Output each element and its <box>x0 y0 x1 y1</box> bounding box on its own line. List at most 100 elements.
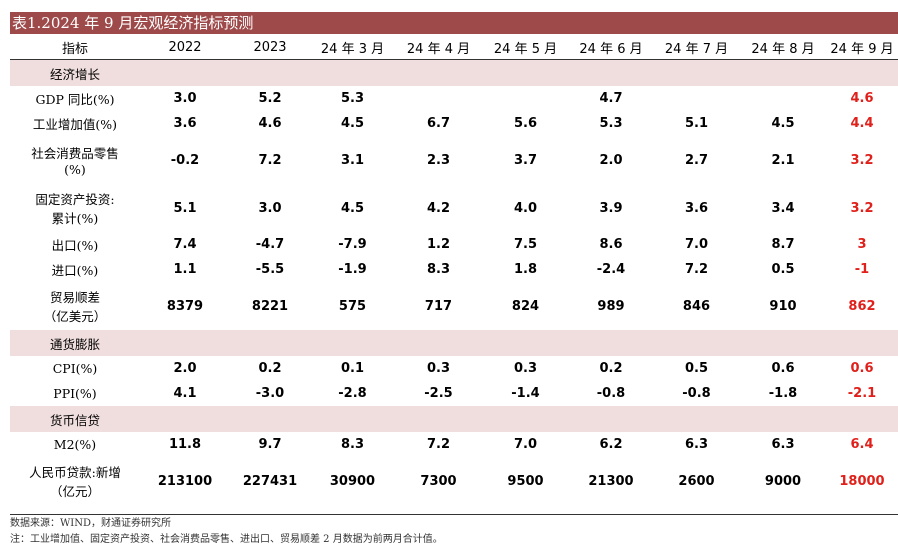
row-label: 人民币贷款:新增 （亿元） <box>10 457 140 505</box>
section-fill-cell <box>310 406 395 432</box>
table-row: 社会消费品零售 (%) -0.2 7.2 3.1 2.3 3.7 2.0 2.7 2.1 3.2 <box>10 136 898 184</box>
value-cell: 5.3 <box>599 116 623 131</box>
section-fill-cell <box>310 330 395 356</box>
value-cell: 2.1 <box>771 152 795 168</box>
column-header-indicator: 指标 <box>61 42 88 57</box>
value-cell: 6.7 <box>426 116 451 131</box>
forecast-cell: 18000 <box>839 473 885 489</box>
value-cell: 910 <box>769 298 797 314</box>
value-cell: 2.7 <box>684 152 709 168</box>
value-cell: 3.0 <box>258 200 282 216</box>
value-cell: 3.0 <box>173 91 197 106</box>
value-cell: 30900 <box>329 473 376 489</box>
value-cell: 3.7 <box>513 152 538 168</box>
value-cell: -5.5 <box>255 262 285 277</box>
row-label-line: 社会消费品零售 <box>31 146 119 161</box>
value-cell: 4.1 <box>173 386 197 401</box>
value-cell: 5.6 <box>513 116 538 131</box>
value-cell: 0.5 <box>771 262 795 277</box>
section-fill-cell <box>826 330 898 356</box>
column-header: 24 年 4 月 <box>406 42 471 57</box>
value-cell: 0.3 <box>426 361 451 376</box>
value-cell: 7.2 <box>258 152 282 168</box>
value-cell: -1.8 <box>768 386 798 401</box>
section-fill-cell <box>230 406 310 432</box>
forecast-cell: 3 <box>857 237 867 252</box>
row-label-line: （亿美元） <box>43 309 107 324</box>
value-cell: 0.2 <box>599 361 623 376</box>
value-cell: 21300 <box>588 473 634 489</box>
row-label-line: M2(%) <box>53 437 97 452</box>
row-label-line: 人民币贷款:新增 <box>29 465 121 480</box>
value-cell: 5.1 <box>684 116 709 131</box>
row-label-line: GDP 同比(%) <box>35 92 115 107</box>
value-cell: 5.3 <box>340 91 365 106</box>
row-label-line: (%) <box>64 162 86 177</box>
value-cell: 575 <box>338 298 367 314</box>
row-label-line: 贸易顺差 <box>49 290 100 305</box>
section-row: 经济增长 <box>10 59 898 86</box>
section-fill-cell <box>740 406 826 432</box>
row-label: 进口(%) <box>10 257 140 282</box>
row-label: 贸易顺差 （亿美元） <box>10 282 140 330</box>
value-cell: 0.1 <box>340 361 365 376</box>
section-fill-cell <box>395 406 482 432</box>
column-header: 24 年 3 月 <box>320 42 385 57</box>
forecast-cell: -1 <box>854 262 870 277</box>
value-cell: 7.0 <box>513 437 538 452</box>
value-cell: -2.5 <box>424 386 453 401</box>
value-cell: -2.8 <box>338 386 367 401</box>
value-cell: 5.1 <box>173 200 197 216</box>
value-cell: 5.2 <box>258 91 282 106</box>
value-cell: 0.2 <box>258 361 282 376</box>
column-header: 24 年 8 月 <box>751 42 815 57</box>
value-cell: 3.6 <box>684 200 709 216</box>
value-cell: 6.3 <box>771 437 795 452</box>
value-cell: 8.7 <box>771 237 795 252</box>
value-cell: -0.8 <box>596 386 626 401</box>
row-label-line: PPI(%) <box>53 386 97 401</box>
column-header: 2023 <box>253 40 287 55</box>
value-cell: 11.8 <box>168 437 202 452</box>
section-title: 货币信贷 <box>10 406 140 432</box>
value-cell: 8.3 <box>426 262 451 277</box>
value-cell: 8379 <box>166 298 204 314</box>
column-header: 24 年 6 月 <box>579 42 643 57</box>
forecast-cell: 6.4 <box>850 437 874 452</box>
table-row: 固定资产投资: 累计(%) 5.1 3.0 4.5 4.2 4.0 3.9 3.6 3.4 3.2 <box>10 184 898 232</box>
value-cell: -1.4 <box>511 386 540 401</box>
table-notes: 数据来源：WIND，财通证券研究所 注：工业增加值、固定资产投资、社会消费品零售… <box>10 514 898 548</box>
value-cell: 4.5 <box>340 200 365 216</box>
forecast-cell: 4.6 <box>850 91 874 106</box>
forecast-cell: 3.2 <box>850 200 874 216</box>
row-label-line: 出口(%) <box>51 238 99 253</box>
value-cell: 213100 <box>157 473 213 489</box>
value-cell: 3.6 <box>173 116 197 131</box>
value-cell: 9.7 <box>258 437 282 452</box>
row-label: PPI(%) <box>10 381 140 406</box>
value-cell: 717 <box>424 298 453 314</box>
section-fill-cell <box>395 330 482 356</box>
section-fill-cell <box>653 59 740 86</box>
value-cell <box>482 86 569 111</box>
value-cell: 3.1 <box>340 152 365 168</box>
section-fill-cell <box>482 406 569 432</box>
forecast-cell: -2.1 <box>847 386 877 401</box>
row-label: 社会消费品零售 (%) <box>10 136 140 184</box>
row-label: M2(%) <box>10 432 140 457</box>
row-label: GDP 同比(%) <box>10 86 140 111</box>
column-header: 24 年 9 月 <box>830 42 894 57</box>
value-cell <box>395 86 482 111</box>
row-label-line: 工业增加值(%) <box>32 117 118 132</box>
value-cell: -0.2 <box>170 152 200 168</box>
section-fill-cell <box>826 59 898 86</box>
value-cell: 227431 <box>242 473 298 489</box>
section-fill-cell <box>569 330 653 356</box>
value-cell: 4.6 <box>258 116 282 131</box>
value-cell: 7300 <box>420 473 457 489</box>
section-fill-cell <box>653 406 740 432</box>
value-cell: 3.9 <box>599 200 623 216</box>
table-row: 工业增加值(%) 3.6 4.6 4.5 6.7 5.6 5.3 5.1 4.5 4.4 <box>10 111 898 136</box>
row-label: 固定资产投资: 累计(%) <box>10 184 140 232</box>
value-cell: 7.0 <box>684 237 709 252</box>
